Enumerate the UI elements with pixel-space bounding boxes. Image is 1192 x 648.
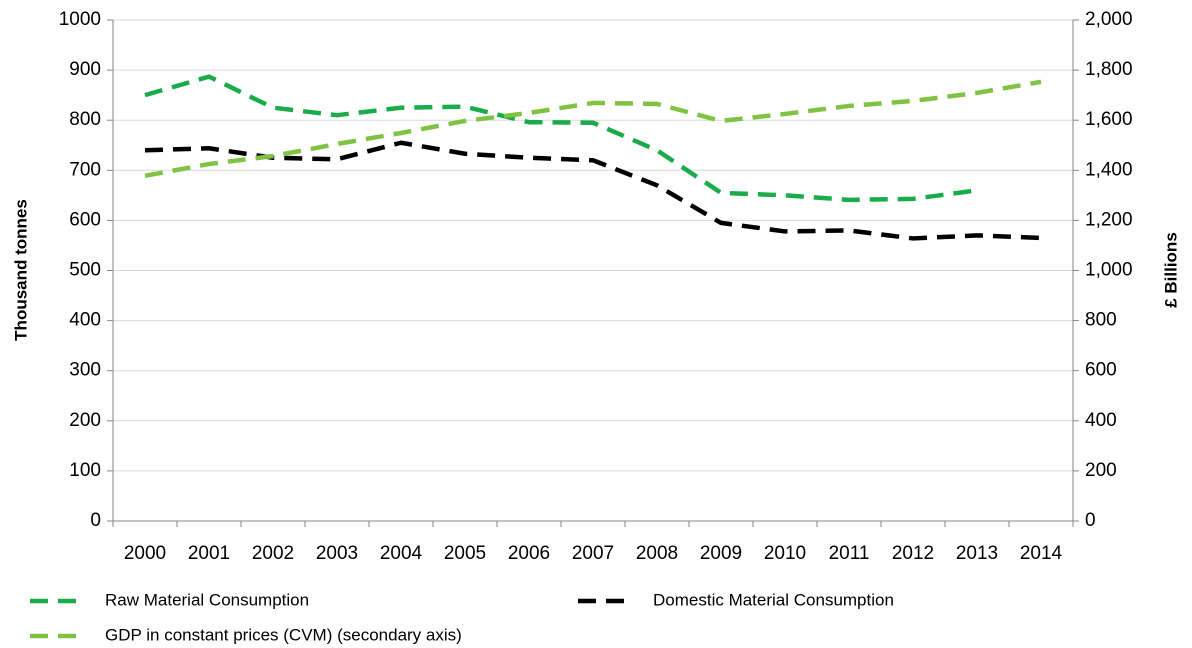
x-tick-label: 2013: [956, 543, 998, 564]
x-tick-label: 2007: [572, 543, 614, 564]
y-tick-label: 1000: [59, 9, 101, 30]
y2-tick-label: 200: [1085, 460, 1117, 481]
y-tick-label: 800: [69, 109, 101, 130]
y2-tick-label: 600: [1085, 360, 1117, 381]
y-tick-label: 200: [69, 410, 101, 431]
x-tick-label: 2002: [252, 543, 294, 564]
y-tick-label: 100: [69, 460, 101, 481]
y-axis-title: Thousand tonnes: [11, 199, 30, 341]
y2-tick-label: 800: [1085, 310, 1117, 331]
x-tick-label: 2006: [508, 543, 550, 564]
y2-tick-label: 1,000: [1085, 260, 1133, 281]
x-tick-label: 2000: [124, 543, 166, 564]
y-tick-label: 700: [69, 159, 101, 180]
y2-tick-label: 1,800: [1085, 59, 1133, 80]
x-tick-label: 2008: [636, 543, 678, 564]
y-tick-label: 0: [90, 510, 101, 531]
y2-tick-label: 1,600: [1085, 109, 1133, 130]
y2-tick-label: 2,000: [1085, 9, 1133, 30]
y2-axis-title: £ Billions: [1161, 232, 1180, 308]
y2-tick-label: 1,400: [1085, 159, 1133, 180]
series-line: [144, 140, 1042, 241]
y-tick-label: 400: [69, 310, 101, 331]
legend-label: GDP in constant prices (CVM) (secondary …: [105, 625, 462, 644]
y2-tick-label: 400: [1085, 410, 1117, 431]
y-tick-label: 500: [69, 260, 101, 281]
x-tick-label: 2001: [188, 543, 230, 564]
x-tick-label: 2009: [700, 543, 742, 564]
x-tick-label: 2011: [829, 543, 870, 564]
y-tick-label: 600: [69, 209, 101, 230]
series-line: [144, 79, 1042, 179]
x-tick-label: 2004: [380, 543, 423, 564]
legend-label: Domestic Material Consumption: [653, 590, 894, 609]
y-tick-label: 300: [69, 360, 101, 381]
x-tick-label: 2014: [1020, 543, 1063, 564]
y2-tick-label: 1,200: [1085, 209, 1133, 230]
series-line: [144, 74, 978, 203]
x-tick-label: 2012: [892, 543, 934, 564]
x-tick-label: 2003: [316, 543, 358, 564]
y2-tick-label: 0: [1085, 510, 1096, 531]
x-tick-label: 2010: [764, 543, 806, 564]
legend-label: Raw Material Consumption: [105, 590, 309, 609]
x-tick-label: 2005: [444, 543, 486, 564]
y-tick-label: 900: [69, 59, 101, 80]
